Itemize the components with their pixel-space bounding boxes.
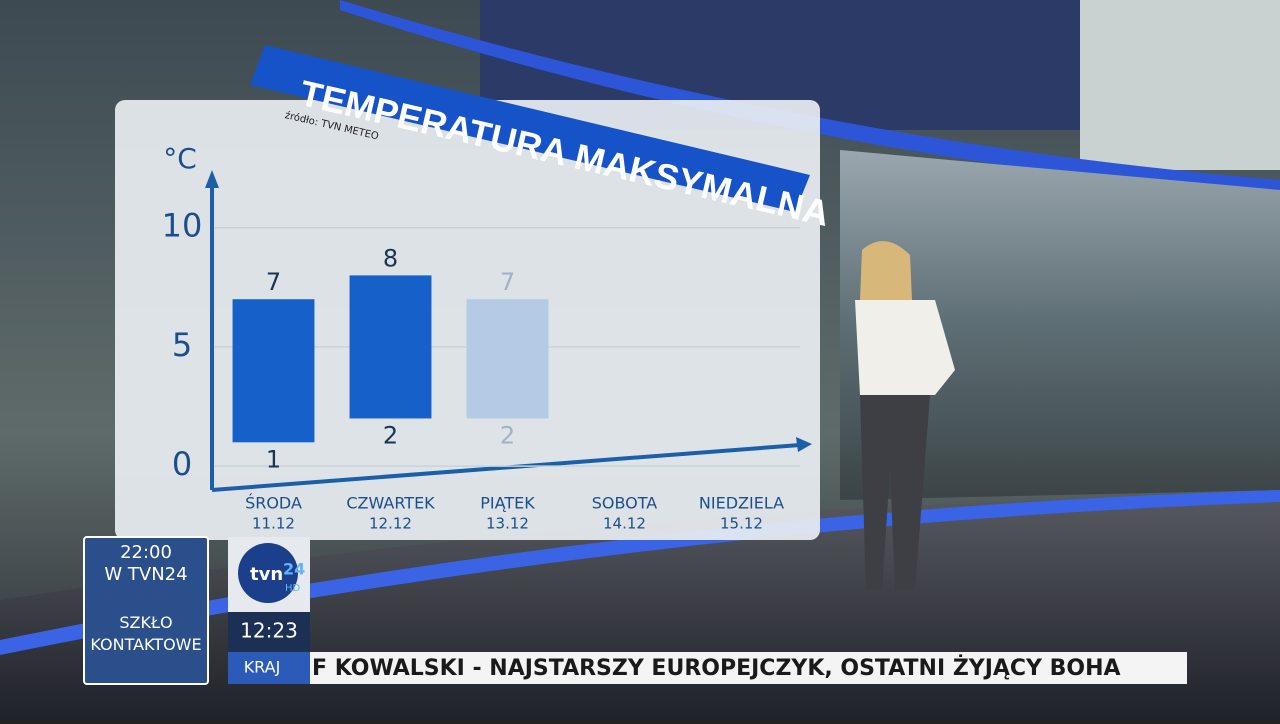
- bar: [349, 275, 432, 419]
- clock: 12:23: [240, 619, 298, 643]
- high-label: 7: [266, 268, 281, 296]
- x-axis: [211, 443, 801, 492]
- x-tick-date: 13.12: [486, 515, 529, 533]
- x-tick-label: CZWARTEK: [346, 494, 435, 513]
- y-axis-label: °C: [163, 142, 197, 175]
- trousers: [860, 395, 930, 590]
- promo-channel: W TVN24: [104, 564, 187, 585]
- x-tick-label: SOBOTA: [592, 494, 658, 513]
- high-label: 7: [500, 268, 515, 296]
- title-banner: [250, 45, 810, 212]
- promo-box: [83, 536, 209, 685]
- x-tick-label: NIEDZIELA: [699, 494, 784, 513]
- section-box: [228, 652, 310, 684]
- promo-time: 22:00: [120, 542, 172, 563]
- x-tick-date: 14.12: [603, 515, 646, 533]
- y-axis-arrow: [205, 170, 219, 188]
- clock-box: [228, 612, 310, 652]
- led-floor-strip: [0, 490, 1280, 655]
- logo-tvn: tvn: [250, 564, 283, 585]
- x-tick-date: 15.12: [720, 515, 763, 533]
- screen-photo: [840, 150, 1280, 500]
- presenter: [855, 241, 955, 590]
- x-tick-label: ŚRODA: [245, 494, 302, 513]
- ticker-box: [310, 652, 1187, 684]
- high-label: 8: [383, 244, 398, 272]
- y-tick-label: 10: [162, 207, 203, 245]
- logo-hd: HD: [285, 583, 301, 594]
- y-tick-label: 5: [172, 326, 192, 364]
- section: KRAJ: [244, 658, 281, 677]
- low-label: 1: [266, 445, 281, 473]
- x-tick-label: PIĄTEK: [480, 494, 535, 513]
- window: [1080, 0, 1280, 170]
- y-tick-label: 0: [172, 445, 192, 483]
- logo-24: 24: [283, 560, 305, 579]
- logo-circle: [238, 543, 298, 603]
- promo-program: SZKŁO KONTAKTOWE: [90, 613, 202, 654]
- x-axis-arrow: [796, 437, 812, 452]
- bar: [232, 299, 315, 443]
- low-label: 2: [383, 421, 398, 449]
- ticker: F KOWALSKI - NAJSTARSZY EUROPEJCZYK, OST…: [312, 655, 1121, 681]
- low-label: 2: [500, 421, 515, 449]
- bar: [466, 299, 549, 419]
- sweater: [855, 300, 955, 395]
- led-strip: [340, 0, 1280, 195]
- x-tick-date: 12.12: [369, 515, 412, 533]
- promo-program-box: SZKŁO KONTAKTOWE: [90, 613, 202, 654]
- x-tick-date: 11.12: [252, 515, 295, 533]
- bottom-bar: 22:00 W TVN24 SZKŁO KONTAKTOWE tvn 24 HD…: [83, 536, 1187, 685]
- hair: [860, 241, 912, 300]
